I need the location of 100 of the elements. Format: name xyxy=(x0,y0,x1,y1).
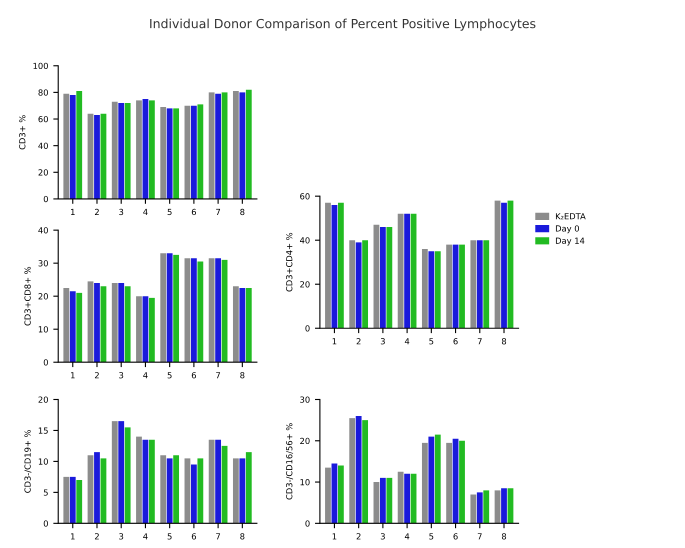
y-tick-label: 30 xyxy=(38,260,48,266)
bar xyxy=(142,296,148,362)
bar xyxy=(118,103,124,199)
bar xyxy=(459,244,465,328)
bar xyxy=(459,440,465,524)
legend-label: K₂EDTA xyxy=(556,213,586,220)
bar xyxy=(208,440,215,524)
legend-label: Day 0 xyxy=(556,225,579,234)
bar xyxy=(349,418,356,524)
x-tick-label: 1 xyxy=(332,533,336,540)
x-tick-label: 3 xyxy=(119,208,124,216)
bar xyxy=(215,94,222,199)
bar xyxy=(124,103,131,199)
bar xyxy=(136,100,142,199)
bar xyxy=(386,227,392,328)
bar xyxy=(362,240,368,328)
bar xyxy=(190,106,197,199)
bar xyxy=(452,438,458,524)
x-tick-label: 7 xyxy=(478,533,482,540)
y-tick-label: 0 xyxy=(44,196,48,202)
bar xyxy=(356,242,362,328)
bar xyxy=(148,440,155,524)
y-axis-title: CD3+CD4+ % xyxy=(286,232,292,292)
bar xyxy=(222,446,228,524)
y-tick-label: 10 xyxy=(38,326,48,332)
y-tick-label: 10 xyxy=(300,479,310,486)
bar xyxy=(508,488,514,524)
bar xyxy=(434,251,441,328)
bar xyxy=(173,254,180,362)
bar xyxy=(398,472,404,524)
bar xyxy=(422,249,428,328)
bar xyxy=(70,476,76,524)
bar xyxy=(222,92,228,199)
bar xyxy=(380,478,386,524)
bar xyxy=(410,474,416,524)
legend-label: Day 14 xyxy=(556,238,584,246)
bar xyxy=(112,102,118,199)
x-tick-label: 3 xyxy=(380,533,385,540)
bar xyxy=(190,258,197,362)
x-tick-label: 3 xyxy=(380,338,385,344)
bar xyxy=(239,288,246,362)
bar xyxy=(470,494,476,524)
bar xyxy=(483,240,490,328)
bar xyxy=(380,227,386,328)
bar xyxy=(118,282,124,362)
bar xyxy=(142,99,148,199)
x-tick-label: 2 xyxy=(94,372,99,378)
bar xyxy=(166,108,173,199)
bar xyxy=(374,224,380,328)
bar xyxy=(239,92,246,199)
bar xyxy=(434,434,441,524)
x-tick-label: 7 xyxy=(216,208,220,215)
bar xyxy=(476,240,483,328)
bar xyxy=(356,416,362,524)
bar xyxy=(501,488,507,524)
y-tick-label: 30 xyxy=(300,396,310,403)
bar xyxy=(76,91,82,199)
bar xyxy=(118,421,124,524)
bar xyxy=(374,482,380,524)
y-tick-label: 0 xyxy=(305,520,310,527)
x-tick-label: 1 xyxy=(71,533,75,540)
y-axis-title: CD3-/CD16/56+ % xyxy=(286,423,294,500)
y-tick-label: 20 xyxy=(38,293,48,300)
y-tick-label: 10 xyxy=(38,458,48,465)
x-tick-label: 2 xyxy=(94,533,99,540)
bar xyxy=(338,202,344,328)
x-tick-label: 7 xyxy=(478,338,482,344)
x-tick-label: 2 xyxy=(356,533,360,540)
y-tick-label: 20 xyxy=(38,396,48,403)
bar xyxy=(232,91,239,199)
bar xyxy=(446,244,452,328)
bar xyxy=(197,104,204,199)
bar xyxy=(483,490,490,524)
bar xyxy=(446,442,452,524)
bar xyxy=(428,436,434,524)
bar xyxy=(124,427,131,524)
bar xyxy=(222,260,228,362)
bar xyxy=(112,421,118,524)
y-tick-label: 0 xyxy=(305,325,310,332)
bar xyxy=(470,240,476,328)
x-tick-label: 8 xyxy=(240,533,244,540)
x-tick-label: 4 xyxy=(143,372,148,378)
bar xyxy=(100,286,106,362)
bar xyxy=(325,202,331,328)
x-tick-label: 8 xyxy=(240,208,244,216)
y-tick-label: 40 xyxy=(38,142,48,149)
bar xyxy=(76,292,82,362)
bar xyxy=(452,244,458,328)
x-tick-label: 5 xyxy=(168,372,172,378)
bar xyxy=(142,440,148,524)
x-tick-label: 2 xyxy=(94,208,99,215)
y-tick-label: 20 xyxy=(300,281,310,288)
x-tick-label: 1 xyxy=(71,208,75,215)
y-tick-label: 20 xyxy=(38,169,48,176)
bar xyxy=(332,463,338,524)
y-tick-label: 0 xyxy=(44,520,48,527)
bar xyxy=(160,107,166,199)
bar xyxy=(124,286,131,362)
bar xyxy=(239,458,246,524)
bar xyxy=(215,440,222,524)
